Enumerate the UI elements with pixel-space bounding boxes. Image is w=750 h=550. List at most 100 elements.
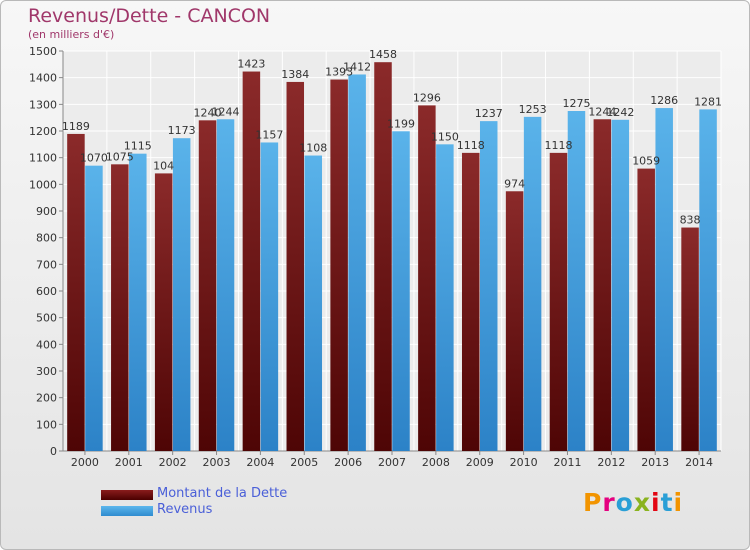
x-tick-label: 2009 xyxy=(466,456,494,469)
revenue-bar xyxy=(129,153,147,451)
revenue-bar xyxy=(699,109,717,452)
x-tick-label: 2000 xyxy=(71,456,99,469)
revenue-value-label: 1150 xyxy=(431,130,459,143)
debt-value-label: 1240 xyxy=(194,106,222,119)
debt-value-label: 1189 xyxy=(62,120,90,133)
debt-bar xyxy=(374,62,392,451)
y-tick-label: 100 xyxy=(36,418,57,431)
revenue-bar xyxy=(172,138,191,451)
x-tick-label: 2011 xyxy=(553,456,581,469)
revenue-bar xyxy=(85,165,103,451)
debt-bar xyxy=(330,79,348,452)
legend-label-revenue: Revenus xyxy=(157,502,213,517)
x-tick-label: 2012 xyxy=(597,456,625,469)
debt-bar xyxy=(637,168,655,451)
revenue-bar xyxy=(523,116,542,451)
y-tick-label: 400 xyxy=(36,338,57,351)
debt-bar xyxy=(154,173,173,451)
revenue-bar xyxy=(260,142,279,451)
logo-letter: r xyxy=(602,488,616,517)
debt-bar xyxy=(242,71,261,452)
debt-bar xyxy=(67,133,85,451)
revenue-value-label: 1275 xyxy=(562,97,590,110)
revenue-value-label: 1244 xyxy=(212,105,240,118)
revenue-value-label: 1108 xyxy=(299,142,327,155)
debt-value-label: 974 xyxy=(504,177,525,190)
debt-bar xyxy=(505,191,524,451)
debt-bar xyxy=(593,119,612,452)
y-tick-label: 1300 xyxy=(29,98,57,111)
debt-value-label: 1423 xyxy=(237,58,265,71)
chart-subtitle: (en milliers d'€) xyxy=(28,28,115,41)
proxiti-logo: Proxiti xyxy=(583,488,683,517)
debt-bar xyxy=(286,81,305,451)
logo-letter: o xyxy=(615,488,634,517)
x-tick-label: 2006 xyxy=(334,456,362,469)
debt-value-label: 838 xyxy=(680,214,701,227)
legend-label-debt: Montant de la Dette xyxy=(157,486,288,501)
x-tick-label: 2013 xyxy=(641,456,669,469)
x-tick-label: 2014 xyxy=(685,456,713,469)
debt-bar xyxy=(418,105,436,452)
y-tick-label: 600 xyxy=(36,285,57,298)
y-tick-label: 1100 xyxy=(29,152,57,165)
x-tick-label: 2008 xyxy=(422,456,450,469)
revenue-value-label: 1281 xyxy=(694,95,722,108)
debt-value-label: 1118 xyxy=(457,139,485,152)
x-tick-label: 2007 xyxy=(378,456,406,469)
y-tick-label: 800 xyxy=(36,232,57,245)
revenue-value-label: 1286 xyxy=(650,94,678,107)
revenue-value-label: 1237 xyxy=(475,107,503,120)
debt-bar xyxy=(198,120,217,451)
revenue-bar xyxy=(392,131,410,451)
revenue-value-label: 1412 xyxy=(343,60,371,73)
debt-value-label: 1118 xyxy=(544,139,572,152)
revenue-bar xyxy=(611,119,630,452)
y-tick-label: 0 xyxy=(50,445,57,458)
x-tick-label: 2010 xyxy=(510,456,538,469)
y-tick-label: 1400 xyxy=(29,72,57,85)
logo-letter: P xyxy=(583,488,603,517)
debt-bar xyxy=(549,152,568,451)
debt-bar xyxy=(111,164,129,452)
revenue-bar xyxy=(479,121,498,451)
debt-value-label: 1075 xyxy=(106,150,134,163)
revenue-bar xyxy=(655,108,673,452)
debt-bar xyxy=(681,227,699,451)
revenue-bar xyxy=(567,111,586,451)
revenue-bar xyxy=(436,144,454,452)
y-tick-label: 900 xyxy=(36,205,57,218)
revenue-value-label: 1115 xyxy=(124,140,152,153)
y-tick-label: 1500 xyxy=(29,45,57,58)
debt-value-label: 1244 xyxy=(588,105,616,118)
revenue-bar xyxy=(216,119,235,452)
y-tick-label: 300 xyxy=(36,365,57,378)
debt-value-label: 104 xyxy=(153,159,174,172)
legend-swatch-revenue xyxy=(101,506,153,516)
chart-title: Revenus/Dette - CANCON xyxy=(28,5,271,27)
y-tick-label: 1000 xyxy=(29,178,57,191)
logo-letter: x xyxy=(633,488,651,517)
revenue-value-label: 1242 xyxy=(606,106,634,119)
plot-area xyxy=(63,51,721,451)
y-tick-label: 200 xyxy=(36,392,57,405)
revenue-value-label: 1199 xyxy=(387,117,415,130)
debt-value-label: 1384 xyxy=(281,68,309,81)
y-tick-label: 500 xyxy=(36,312,57,325)
logo-letter: t xyxy=(660,488,674,517)
legend-swatch-debt xyxy=(101,490,153,500)
debt-value-label: 1296 xyxy=(413,91,441,104)
x-tick-label: 2004 xyxy=(246,456,274,469)
revenue-value-label: 1173 xyxy=(168,124,196,137)
x-tick-label: 2003 xyxy=(203,456,231,469)
debt-value-label: 1458 xyxy=(369,48,397,61)
revenue-value-label: 1253 xyxy=(519,103,547,116)
revenue-value-label: 1070 xyxy=(80,152,108,165)
logo-letter: i xyxy=(651,488,661,517)
debt-value-label: 1059 xyxy=(632,155,660,168)
debt-value-label: 1393 xyxy=(325,66,353,79)
revenue-bar xyxy=(348,74,366,451)
y-tick-label: 1200 xyxy=(29,125,57,138)
